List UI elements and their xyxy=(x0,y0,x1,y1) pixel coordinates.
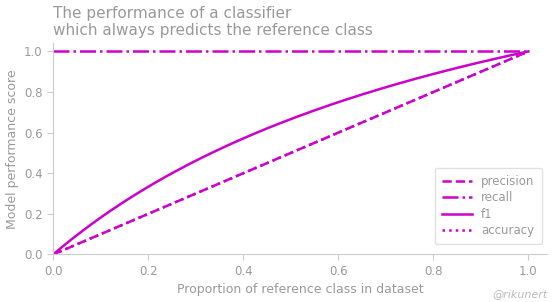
accuracy xyxy=(440,86,446,90)
precision xyxy=(275,156,282,160)
precision xyxy=(333,132,340,135)
recall xyxy=(525,50,532,53)
Legend: precision, recall, f1, accuracy: precision, recall, f1, accuracy xyxy=(435,168,541,244)
accuracy xyxy=(333,132,340,135)
recall xyxy=(275,50,282,53)
recall xyxy=(514,50,520,53)
f1 xyxy=(307,110,314,114)
Y-axis label: Model performance score: Model performance score xyxy=(6,69,19,229)
precision xyxy=(307,143,314,146)
accuracy xyxy=(275,156,282,160)
precision xyxy=(440,86,446,90)
Line: precision: precision xyxy=(53,51,529,255)
Text: @rikunert: @rikunert xyxy=(492,289,547,299)
f1 xyxy=(333,101,340,105)
f1 xyxy=(275,122,282,126)
recall xyxy=(50,50,56,53)
Line: f1: f1 xyxy=(53,51,529,255)
accuracy xyxy=(307,143,314,146)
recall xyxy=(333,50,340,53)
recall xyxy=(278,50,285,53)
accuracy xyxy=(50,253,56,256)
precision xyxy=(278,155,285,159)
Text: The performance of a classifier
which always predicts the reference class: The performance of a classifier which al… xyxy=(53,5,373,38)
recall xyxy=(307,50,314,53)
f1 xyxy=(278,121,285,124)
accuracy xyxy=(278,155,285,159)
accuracy xyxy=(514,54,520,58)
Line: accuracy: accuracy xyxy=(53,51,529,255)
accuracy xyxy=(525,50,532,53)
precision xyxy=(525,50,532,53)
f1 xyxy=(50,253,56,256)
precision xyxy=(514,54,520,58)
recall xyxy=(440,50,446,53)
X-axis label: Proportion of reference class in dataset: Proportion of reference class in dataset xyxy=(177,284,424,297)
precision xyxy=(50,253,56,256)
f1 xyxy=(514,52,520,56)
f1 xyxy=(525,50,532,53)
f1 xyxy=(440,70,446,73)
